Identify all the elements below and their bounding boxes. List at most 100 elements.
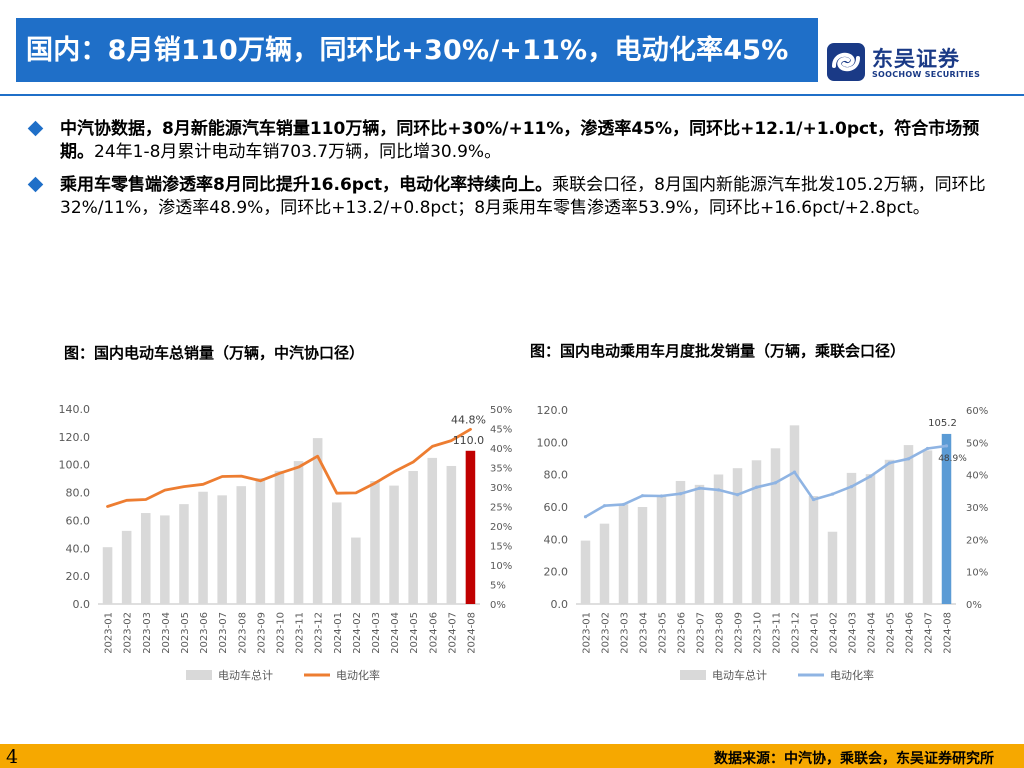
x-tick-label: 2023-03 [620, 612, 631, 654]
y-right-tick-label: 50% [966, 438, 988, 449]
bar [694, 484, 705, 604]
bar [446, 465, 457, 604]
line-point [925, 446, 930, 451]
y-right-tick-label: 10% [966, 568, 988, 579]
x-tick-label: 2024-03 [848, 612, 859, 654]
legend-line-label: 电动化率 [336, 668, 380, 682]
bullet-bold-text: 乘用车零售端渗透率8月同比提升16.6pct，电动化率持续向上。 [60, 175, 553, 195]
line-end-label: 48.9% [938, 454, 967, 464]
line-point [792, 470, 797, 474]
line-point [735, 493, 740, 497]
line-point [640, 494, 645, 498]
logo-english-name: SOOCHOW SECURITIES [872, 70, 981, 79]
bar [637, 507, 648, 604]
bullet-text: 乘用车零售端渗透率8月同比提升16.6pct，电动化率持续向上。乘联会口径，8月… [60, 174, 1004, 220]
line-point [602, 504, 607, 508]
y-right-tick-label: 60% [966, 406, 988, 417]
page-title: 国内：8月销110万辆，同环比+30%/+11%，电动化率45% [26, 35, 789, 66]
x-tick-label: 2023-11 [295, 612, 306, 654]
y-right-tick-label: 0% [966, 600, 982, 611]
bar [160, 515, 170, 604]
line-point [659, 494, 664, 498]
bar [884, 459, 895, 604]
legend-bar-swatch [680, 670, 706, 680]
line-point [906, 457, 911, 461]
diamond-bullet-icon [27, 176, 44, 193]
bar [922, 450, 933, 604]
x-tick-label: 2023-07 [696, 612, 707, 654]
line-point [944, 444, 949, 448]
x-tick-label: 2023-10 [275, 612, 286, 654]
x-tick-label: 2024-06 [905, 612, 916, 654]
bar [751, 460, 762, 604]
bar-end-label: 105.2 [928, 418, 957, 429]
bar [312, 438, 323, 604]
page-number: 4 [6, 746, 19, 768]
chart-1-title: 图：国内电动车总销量（万辆，中汽协口径） [64, 344, 365, 362]
footer-bar [0, 744, 1024, 768]
bar [198, 491, 208, 604]
x-tick-label: 2024-01 [333, 612, 344, 654]
bar [179, 504, 189, 604]
x-tick-label: 2023-01 [104, 612, 115, 654]
y-left-tick-label: 120.0 [537, 404, 569, 417]
bar [389, 485, 399, 604]
legend-bar-swatch [186, 670, 212, 680]
y-right-tick-label: 20% [966, 535, 988, 546]
line-point [887, 461, 892, 465]
bar [236, 486, 247, 604]
bar [465, 450, 476, 604]
bar [865, 474, 876, 604]
bar [808, 496, 819, 604]
x-tick-label: 2023-07 [218, 612, 229, 654]
bar [732, 468, 743, 604]
x-tick-label: 2023-11 [772, 612, 783, 654]
x-tick-label: 2023-09 [734, 612, 745, 654]
bar [941, 433, 952, 604]
bar [846, 472, 857, 604]
y-left-tick-label: 60.0 [544, 501, 569, 514]
soochow-logo-icon [827, 43, 865, 81]
bullet-text: 中汽协数据，8月新能源汽车销量110万辆，同环比+30%/+11%，渗透率45%… [60, 118, 1004, 164]
bar [427, 457, 438, 604]
bar [408, 470, 418, 604]
title-bar [16, 18, 818, 82]
bar [580, 540, 591, 604]
bar [827, 531, 838, 604]
y-left-tick-label: 40.0 [544, 533, 569, 546]
bar [618, 504, 629, 604]
y-right-tick-label: 45% [490, 425, 512, 436]
line-point [621, 502, 626, 507]
y-left-tick-label: 80.0 [544, 469, 569, 482]
line-point [754, 485, 759, 489]
bullet-normal-text: 24年1-8月累计电动车销703.7万辆，同比增30.9%。 [94, 142, 502, 162]
penetration-rate-line [106, 427, 472, 508]
y-left-tick-label: 140.0 [59, 403, 91, 416]
y-right-tick-label: 30% [966, 503, 988, 514]
bar [121, 530, 132, 604]
legend-bar-label: 电动车总计 [712, 668, 767, 682]
x-tick-label: 2023-02 [123, 612, 134, 654]
y-right-tick-label: 35% [490, 464, 512, 475]
x-tick-label: 2023-08 [237, 612, 248, 654]
x-tick-label: 2024-08 [943, 612, 954, 654]
y-right-tick-label: 15% [490, 542, 512, 553]
line-point [849, 485, 854, 489]
x-tick-label: 2023-02 [601, 612, 612, 654]
x-tick-label: 2024-05 [886, 612, 897, 654]
x-tick-label: 2023-08 [715, 612, 726, 654]
y-left-tick-label: 0.0 [73, 598, 91, 611]
x-tick-label: 2023-05 [658, 612, 669, 654]
x-tick-label: 2024-04 [867, 612, 878, 654]
x-tick-label: 2023-01 [582, 612, 593, 654]
y-left-tick-label: 40.0 [66, 542, 91, 555]
line-point [583, 515, 588, 519]
y-right-tick-label: 10% [490, 561, 512, 572]
y-right-tick-label: 40% [490, 444, 512, 455]
x-tick-label: 2023-04 [639, 612, 650, 654]
data-source: 数据来源：中汽协，乘联会，东吴证券研究所 [714, 751, 994, 767]
x-tick-label: 2024-07 [447, 612, 458, 654]
bar-end-label: 110.0 [453, 434, 485, 447]
bar [599, 523, 610, 604]
bar [255, 478, 266, 604]
